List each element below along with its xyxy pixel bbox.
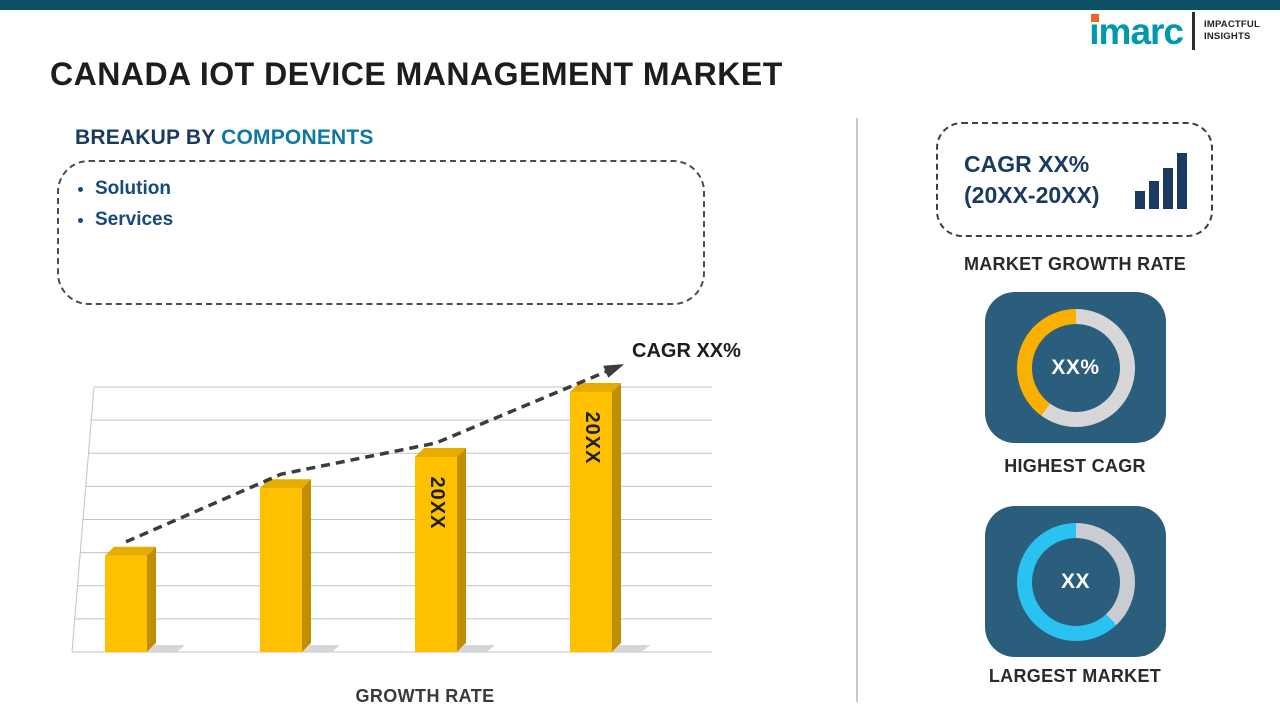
logo-tagline-line1: IMPACTFUL	[1204, 19, 1260, 31]
bar-front	[260, 488, 302, 652]
bar-label: 20XX	[581, 412, 603, 465]
highest-cagr-donut-hole: XX%	[1031, 323, 1120, 412]
axis-wall-line	[71, 386, 95, 653]
breakup-heading: BREAKUP BY COMPONENTS	[75, 126, 374, 150]
growth-chart: 20XX 20XX CAGR XX% GROWTH RATE	[60, 340, 741, 717]
logo-orange-dot-icon	[1091, 13, 1100, 22]
logo-divider	[1192, 12, 1196, 50]
bar-chart-svg: 20XX 20XX	[71, 364, 712, 653]
cagr-value-line1: CAGR XX%	[964, 151, 1090, 178]
bar-side	[612, 383, 621, 652]
largest-market-donut-hole: XX	[1031, 537, 1120, 626]
logo-brand: imarc	[1089, 10, 1184, 52]
largest-market-donut: XX	[1016, 522, 1135, 641]
vertical-divider	[856, 118, 858, 702]
bar-front	[570, 392, 612, 652]
bar-side	[147, 546, 156, 652]
components-list: Solution Services	[59, 178, 703, 231]
trend-cagr-label: CAGR XX%	[632, 340, 741, 362]
bar-side	[457, 448, 466, 652]
highest-cagr-caption: HIGHEST CAGR	[1004, 456, 1146, 476]
cagr-value-line2: (20XX-20XX)	[964, 181, 1100, 208]
highest-cagr-tile: XX%	[985, 292, 1166, 443]
bar-front	[415, 457, 457, 652]
logo-brand-text: imarc	[1089, 10, 1184, 52]
component-item: Solution	[95, 178, 703, 200]
imarc-logo: imarc IMPACTFUL INSIGHTS	[1089, 12, 1260, 50]
bar-label: 20XX	[426, 477, 448, 530]
breakup-heading-highlight: COMPONENTS	[221, 126, 374, 149]
bar-top	[105, 546, 156, 556]
market-growth-rate-caption: MARKET GROWTH RATE	[963, 254, 1187, 274]
bar-front	[105, 555, 147, 652]
bar-shadow	[457, 645, 495, 652]
logo-tagline-line2: INSIGHTS	[1204, 31, 1251, 42]
largest-market-caption: LARGEST MARKET	[988, 666, 1162, 686]
breakup-heading-prefix: BREAKUP BY	[75, 126, 222, 149]
bar-shadow	[302, 645, 340, 652]
components-box: Solution Services	[57, 160, 705, 305]
cagr-value-text: CAGR XX% (20XX-20XX)	[964, 149, 1100, 210]
bar-growth-icon	[1135, 152, 1187, 209]
page-title: CANADA IOT DEVICE MANAGEMENT MARKET	[50, 56, 783, 92]
top-accent-bar	[0, 0, 1280, 10]
bar-shadow	[147, 645, 185, 652]
trend-line	[125, 364, 620, 544]
largest-market-value: XX	[1060, 569, 1090, 593]
bar-shadow	[612, 645, 650, 652]
market-growth-rate-box: CAGR XX% (20XX-20XX)	[936, 122, 1213, 237]
largest-market-tile: XX	[985, 506, 1166, 657]
highest-cagr-value: XX%	[1051, 355, 1100, 379]
bar-top	[415, 448, 466, 457]
bar-side	[302, 479, 311, 652]
trend-arrowhead	[603, 364, 625, 378]
component-item: Services	[95, 209, 703, 231]
highest-cagr-donut: XX%	[1016, 308, 1135, 427]
bar-top	[570, 383, 621, 392]
chart-x-axis-label: GROWTH RATE	[355, 686, 495, 706]
bar-top	[260, 479, 311, 489]
logo-tagline: IMPACTFUL INSIGHTS	[1204, 19, 1260, 43]
